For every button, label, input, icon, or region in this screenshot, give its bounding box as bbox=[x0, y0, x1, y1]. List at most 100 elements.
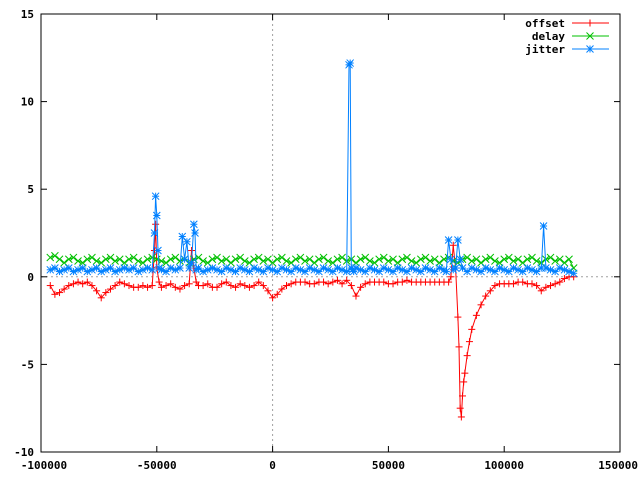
jitter-point-d2 bbox=[46, 265, 55, 274]
jitter-point bbox=[291, 264, 300, 272]
offset-point bbox=[69, 280, 77, 288]
delay-point bbox=[486, 253, 495, 262]
offset-point bbox=[241, 282, 249, 290]
jitter-point-d2 bbox=[187, 258, 196, 267]
delay-point bbox=[166, 255, 175, 264]
offset-point bbox=[287, 280, 295, 288]
delay-point bbox=[523, 255, 532, 264]
jitter-point bbox=[83, 267, 92, 276]
jitter-point-d2 bbox=[467, 264, 476, 272]
delay-point bbox=[389, 255, 397, 264]
jitter-point bbox=[106, 264, 115, 272]
delay-point-d2 bbox=[301, 257, 309, 265]
offset-point bbox=[310, 280, 318, 288]
offset-point bbox=[60, 285, 68, 293]
x-tick-label: 150000 bbox=[598, 459, 638, 472]
series-jitter bbox=[46, 59, 578, 278]
offset-point bbox=[185, 280, 193, 288]
offset-point bbox=[51, 290, 59, 298]
legend-marker-delay-d2 bbox=[586, 32, 594, 40]
jitter-point bbox=[375, 267, 383, 276]
offset-point bbox=[347, 282, 355, 290]
offset-point bbox=[192, 278, 200, 286]
jitter-point-d2 bbox=[134, 267, 143, 276]
jitter-point-d2 bbox=[157, 265, 166, 274]
jitter-point bbox=[370, 265, 379, 274]
jitter-point-d2 bbox=[523, 264, 532, 272]
jitter-point bbox=[403, 267, 411, 276]
jitter-point-d2 bbox=[154, 246, 162, 255]
jitter-point-d2 bbox=[64, 264, 73, 272]
jitter-point-d2 bbox=[55, 267, 64, 276]
delay-point-d2 bbox=[379, 253, 388, 262]
jitter-point bbox=[456, 255, 465, 264]
legend-label-delay: delay bbox=[532, 30, 565, 43]
jitter-point-d2 bbox=[416, 267, 425, 276]
jitter-point bbox=[477, 267, 485, 276]
jitter-point bbox=[162, 267, 170, 276]
jitter-point bbox=[551, 267, 560, 276]
delay-point-d2 bbox=[440, 255, 448, 264]
jitter-point bbox=[518, 267, 527, 276]
offset-point bbox=[357, 283, 365, 291]
delay-point bbox=[171, 253, 180, 262]
delay-point-d2 bbox=[64, 255, 73, 264]
jitter-point-d2 bbox=[240, 265, 249, 274]
offset-point bbox=[273, 290, 281, 298]
offset-point bbox=[454, 313, 462, 321]
jitter-point-d2 bbox=[236, 264, 245, 272]
delay-point bbox=[514, 255, 522, 264]
x-tick-label: -100000 bbox=[21, 459, 67, 472]
delay-point-d2 bbox=[254, 253, 263, 262]
delay-point-d2 bbox=[523, 255, 532, 264]
series-delay bbox=[46, 251, 578, 272]
delay-point-d2 bbox=[467, 257, 476, 265]
jitter-point bbox=[435, 264, 444, 272]
jitter-point bbox=[259, 267, 268, 276]
jitter-point-d2 bbox=[213, 265, 221, 274]
jitter-point-d2 bbox=[328, 267, 337, 276]
jitter-point bbox=[152, 211, 161, 220]
offset-point bbox=[556, 278, 564, 286]
jitter-point bbox=[361, 267, 370, 276]
offset-point bbox=[176, 285, 184, 293]
delay-point-d2 bbox=[472, 255, 481, 264]
offset-point bbox=[93, 287, 101, 295]
delay-point-d2 bbox=[101, 255, 110, 264]
offset-point bbox=[457, 413, 465, 421]
jitter-point-d2 bbox=[495, 264, 504, 272]
jitter-point-d2 bbox=[115, 265, 124, 274]
delay-point bbox=[430, 255, 439, 264]
jitter-point-d2 bbox=[301, 267, 309, 276]
offset-point bbox=[465, 338, 473, 346]
delay-point-d2 bbox=[134, 257, 143, 265]
legend-label-jitter: jitter bbox=[525, 43, 565, 56]
jitter-point-d2 bbox=[539, 222, 548, 230]
jitter-point-d2 bbox=[569, 269, 578, 278]
jitter-point-d2 bbox=[194, 264, 203, 272]
delay-point bbox=[92, 257, 101, 265]
delay-point bbox=[111, 257, 119, 265]
offset-point bbox=[152, 220, 160, 228]
jitter-point-d2 bbox=[338, 265, 346, 274]
jitter-point-d2 bbox=[342, 267, 351, 276]
offset-point bbox=[398, 278, 406, 286]
offset-point bbox=[259, 282, 267, 290]
delay-point-d2 bbox=[291, 255, 300, 264]
offset-point bbox=[74, 278, 82, 286]
jitter-point bbox=[74, 265, 82, 274]
delay-point-d2 bbox=[407, 257, 416, 265]
delay-point bbox=[74, 257, 82, 265]
delay-point bbox=[528, 253, 536, 262]
jitter-point bbox=[495, 264, 504, 272]
delay-point-d2 bbox=[60, 258, 69, 267]
jitter-point bbox=[301, 267, 309, 276]
delay-point-d2 bbox=[528, 253, 536, 262]
delay-point bbox=[291, 255, 300, 264]
jitter-point-d2 bbox=[435, 264, 444, 272]
series-offset bbox=[46, 220, 578, 421]
jitter-point-d2 bbox=[305, 264, 314, 272]
jitter-point-d2 bbox=[296, 265, 305, 274]
delay-point bbox=[472, 255, 481, 264]
jitter-point-d2 bbox=[166, 264, 175, 272]
